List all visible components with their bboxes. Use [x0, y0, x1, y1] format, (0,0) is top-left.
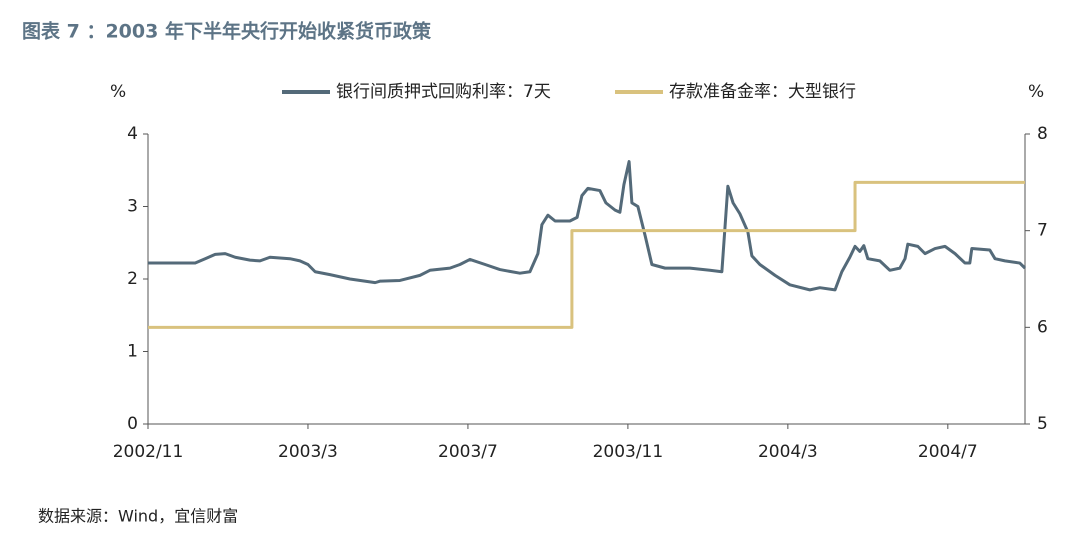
y-axis-label: %: [110, 82, 126, 102]
y-tick-label: 2: [127, 269, 138, 289]
y-tick-label: 3: [127, 197, 138, 217]
y2-tick-label: 6: [1037, 317, 1048, 337]
series-line: [148, 160, 1027, 292]
y2-axis-label: %: [1028, 82, 1044, 102]
chart-title: 图表 7 ：2003 年下半年央行开始收紧货币政策: [22, 20, 432, 43]
x-tick-label: 2003/11: [593, 442, 664, 462]
source: 数据来源：Wind，宜信财富: [38, 507, 238, 526]
x-tick-label: 2004/3: [758, 442, 818, 462]
legend-label: 存款准备金率：大型银行: [669, 82, 856, 102]
x-tick-label: 2004/7: [918, 442, 978, 462]
series-line: [148, 180, 1025, 329]
y2-tick-label: 8: [1037, 124, 1048, 144]
y2-tick-label: 7: [1037, 221, 1048, 241]
x-tick-label: 2002/11: [113, 442, 184, 462]
x-tick-label: 2003/3: [278, 442, 338, 462]
y2-tick-label: 5: [1037, 414, 1048, 434]
x-tick-label: 2003/7: [438, 442, 498, 462]
y-tick-label: 0: [127, 414, 138, 434]
legend-label: 银行间质押式回购利率：7天: [336, 82, 551, 102]
y-tick-label: 1: [127, 342, 138, 362]
y-tick-label: 4: [127, 124, 138, 144]
